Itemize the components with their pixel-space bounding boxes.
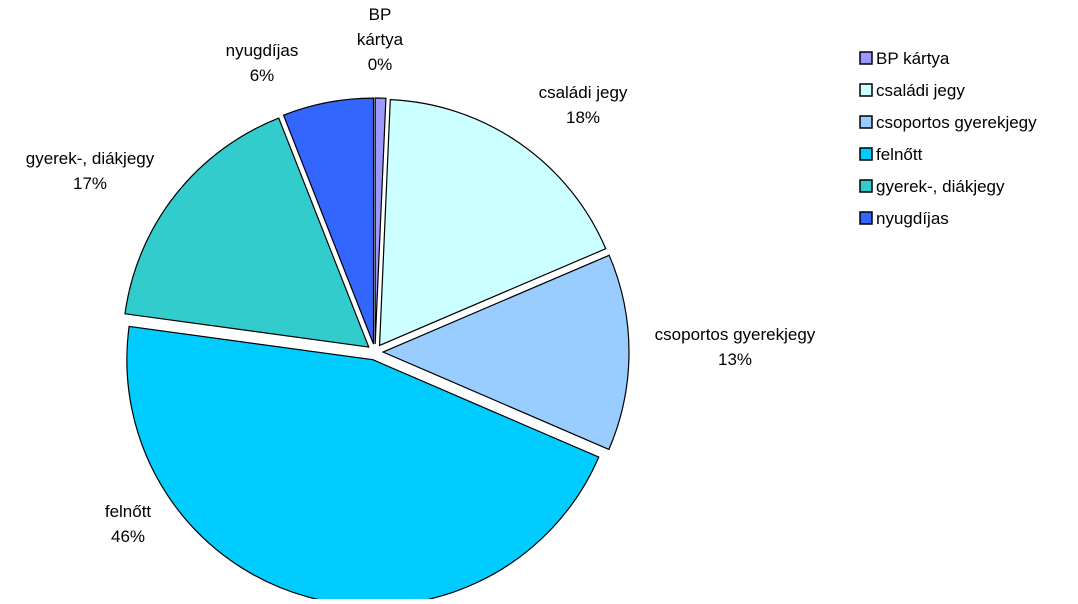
pie-slice-4 <box>126 325 600 604</box>
legend-swatch-4 <box>859 147 873 161</box>
slice-label-2: családi jegy 18% <box>539 83 628 127</box>
legend-swatch-3 <box>859 115 873 129</box>
slice-label-4: felnőtt 46% <box>105 502 152 546</box>
slice-label-3: csoportos gyerekjegy 13% <box>655 325 816 369</box>
legend-swatch-5 <box>859 179 873 193</box>
legend-label-1: BP kártya <box>876 49 950 68</box>
pie-slice-5 <box>124 117 370 348</box>
pie-slice-1 <box>374 97 387 345</box>
slice-label-5: gyerek-, diákjegy 17% <box>26 149 155 193</box>
legend-label-2: családi jegy <box>876 81 965 100</box>
slice-label-6: nyugdíjas 6% <box>226 41 299 85</box>
legend-swatch-1 <box>859 51 873 65</box>
pie-slices <box>124 97 630 604</box>
legend-swatch-6 <box>859 211 873 225</box>
pie-slice-3 <box>381 254 630 451</box>
slice-label-1: BP kártya 0% <box>357 5 404 74</box>
legend-label-6: nyugdíjas <box>876 209 949 228</box>
pie-slice-6 <box>282 97 375 345</box>
slice-labels: BP kártya 0% családi jegy 18% csoportos gyere… <box>26 5 816 546</box>
legend-label-4: felnőtt <box>876 145 923 164</box>
legend-label-5: gyerek-, diákjegy <box>876 177 1005 196</box>
pie-slice-2 <box>378 99 607 347</box>
legend-label-3: csoportos gyerekjegy <box>876 113 1037 132</box>
legend-swatch-2 <box>859 83 873 97</box>
chart-legend: BP kártya családi jegy csoportos gyerekjeg… <box>859 49 1037 228</box>
